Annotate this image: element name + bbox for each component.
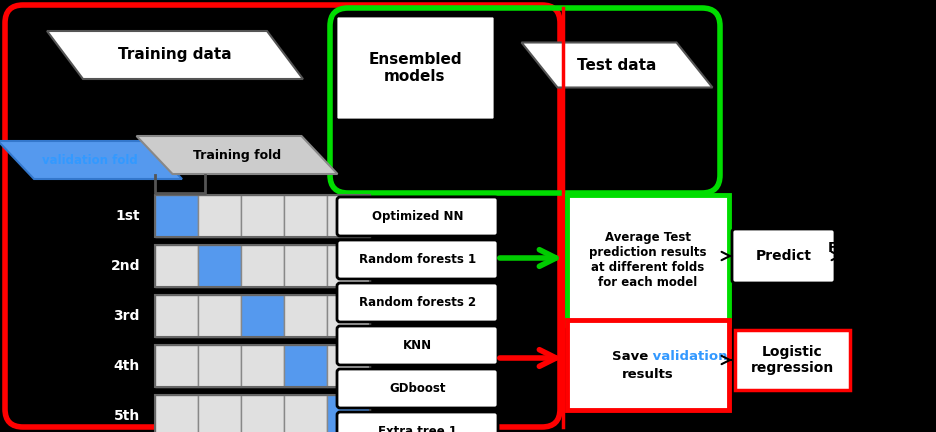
FancyBboxPatch shape <box>197 395 241 432</box>
FancyBboxPatch shape <box>327 245 370 287</box>
FancyBboxPatch shape <box>327 345 370 387</box>
FancyBboxPatch shape <box>241 245 284 287</box>
FancyBboxPatch shape <box>241 345 284 387</box>
FancyBboxPatch shape <box>284 245 327 287</box>
Text: KNN: KNN <box>402 339 431 352</box>
Text: Ensembled
models: Ensembled models <box>368 52 461 84</box>
FancyBboxPatch shape <box>327 195 370 237</box>
Polygon shape <box>0 141 182 179</box>
FancyBboxPatch shape <box>154 395 197 432</box>
FancyBboxPatch shape <box>241 395 284 432</box>
Polygon shape <box>47 31 302 79</box>
Text: 4th: 4th <box>113 359 139 373</box>
Text: Average Test
prediction results
at different folds
for each model: Average Test prediction results at diffe… <box>589 231 706 289</box>
FancyBboxPatch shape <box>197 295 241 337</box>
Polygon shape <box>137 136 337 174</box>
FancyBboxPatch shape <box>327 395 370 432</box>
FancyBboxPatch shape <box>197 345 241 387</box>
Text: 3rd: 3rd <box>113 309 139 323</box>
FancyBboxPatch shape <box>197 245 241 287</box>
Text: 5th: 5th <box>113 409 139 423</box>
Text: Final test
results: Final test results <box>827 241 901 271</box>
FancyBboxPatch shape <box>337 369 497 408</box>
FancyBboxPatch shape <box>337 283 497 322</box>
FancyBboxPatch shape <box>337 326 497 365</box>
FancyBboxPatch shape <box>154 245 197 287</box>
Text: GDboost: GDboost <box>388 382 446 395</box>
FancyBboxPatch shape <box>337 412 497 432</box>
Text: Training fold: Training fold <box>193 149 281 162</box>
FancyBboxPatch shape <box>241 295 284 337</box>
FancyBboxPatch shape <box>337 197 497 236</box>
Text: Test data: Test data <box>577 57 656 73</box>
Text: validation fold: validation fold <box>42 153 138 166</box>
FancyBboxPatch shape <box>327 295 370 337</box>
FancyBboxPatch shape <box>197 195 241 237</box>
Text: Random forests 1: Random forests 1 <box>358 253 475 266</box>
Text: Save: Save <box>611 350 648 363</box>
FancyBboxPatch shape <box>284 295 327 337</box>
Text: 2nd: 2nd <box>110 259 139 273</box>
Polygon shape <box>521 42 711 88</box>
Text: Random forests 2: Random forests 2 <box>358 296 475 309</box>
Text: Logistic
regression: Logistic regression <box>750 345 833 375</box>
Text: results: results <box>622 368 673 381</box>
FancyBboxPatch shape <box>154 295 197 337</box>
FancyBboxPatch shape <box>566 320 728 410</box>
FancyBboxPatch shape <box>734 330 849 390</box>
FancyBboxPatch shape <box>566 195 728 325</box>
FancyBboxPatch shape <box>336 16 494 120</box>
FancyBboxPatch shape <box>241 195 284 237</box>
Text: Extra tree 1: Extra tree 1 <box>377 425 457 432</box>
FancyBboxPatch shape <box>154 195 197 237</box>
Text: Optimized NN: Optimized NN <box>372 210 462 223</box>
FancyBboxPatch shape <box>284 195 327 237</box>
FancyBboxPatch shape <box>284 395 327 432</box>
FancyBboxPatch shape <box>731 229 834 283</box>
FancyBboxPatch shape <box>154 345 197 387</box>
Text: Predict: Predict <box>754 249 811 263</box>
FancyBboxPatch shape <box>284 345 327 387</box>
Text: Training data: Training data <box>118 48 231 63</box>
FancyBboxPatch shape <box>337 240 497 279</box>
Text: validation: validation <box>648 350 726 363</box>
Text: 1st: 1st <box>115 209 139 223</box>
